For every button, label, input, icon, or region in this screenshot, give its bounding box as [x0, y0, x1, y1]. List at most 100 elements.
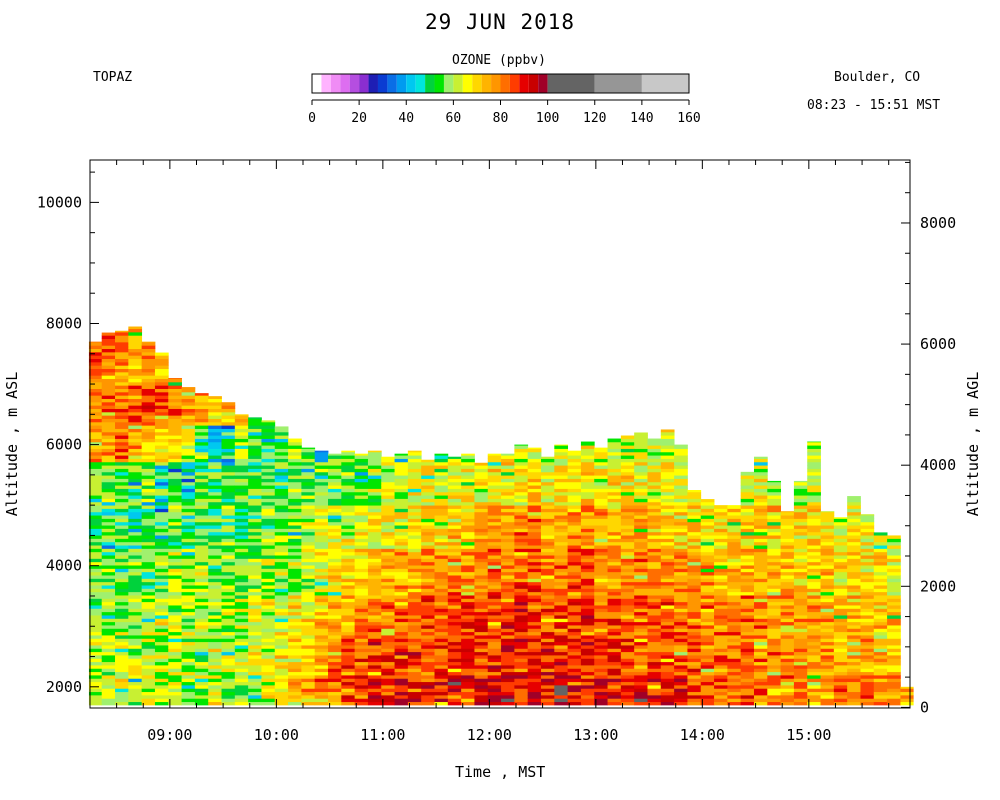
ozone-cell: [367, 631, 382, 636]
ozone-cell: [594, 651, 608, 656]
ozone-cell: [887, 681, 901, 686]
ozone-cell: [674, 631, 688, 636]
ozone-cell: [514, 465, 529, 469]
ozone-cell: [328, 461, 342, 466]
ozone-cell: [674, 638, 688, 643]
ozone-cell: [807, 605, 821, 609]
ozone-cell: [887, 538, 901, 543]
ozone-cell: [554, 661, 569, 666]
ozone-cell: [474, 491, 489, 496]
ozone-cell: [421, 588, 435, 593]
ozone-cell: [248, 601, 262, 606]
ozone-cell: [461, 671, 475, 676]
ozone-cell: [407, 541, 422, 546]
ozone-cell: [687, 555, 702, 559]
ozone-cell: [221, 618, 236, 623]
ozone-cell: [434, 571, 449, 576]
ozone-cell: [301, 471, 316, 476]
ozone-cell: [367, 698, 382, 703]
ozone-cell: [341, 491, 356, 496]
ozone-cell: [381, 521, 395, 526]
ozone-cell: [88, 385, 103, 389]
ozone-cell: [434, 521, 449, 526]
ozone-cell: [194, 421, 209, 426]
ozone-cell: [181, 398, 196, 403]
ozone-heatmap: [88, 326, 914, 706]
ozone-cell: [474, 638, 489, 643]
ozone-cell: [314, 601, 329, 606]
ozone-cell: [421, 591, 435, 596]
ozone-cell: [461, 541, 475, 546]
ozone-cell: [208, 528, 222, 533]
ozone-cell: [740, 471, 755, 476]
ozone-cell: [354, 595, 369, 599]
ozone-cell: [407, 635, 422, 639]
ozone-cell: [154, 385, 169, 389]
ozone-cell: [274, 531, 289, 536]
ozone-cell: [248, 621, 262, 626]
ozone-cell: [660, 565, 675, 569]
ozone-cell: [554, 535, 569, 539]
ozone-cell: [154, 531, 169, 536]
ozone-cell: [620, 551, 635, 556]
colorbar-tick-label: 120: [583, 111, 606, 126]
ozone-cell: [847, 561, 861, 566]
ozone-cell: [208, 678, 222, 683]
ozone-cell: [141, 601, 156, 606]
ozone-cell: [860, 515, 875, 519]
ozone-cell: [248, 681, 262, 686]
ozone-cell: [154, 601, 169, 606]
ozone-cell: [381, 675, 395, 679]
ozone-cell: [847, 628, 861, 633]
ozone-cell: [647, 645, 662, 649]
ozone-cell: [793, 501, 808, 506]
ozone-cell: [461, 538, 475, 543]
ozone-cell: [807, 508, 821, 513]
ozone-cell: [234, 585, 249, 589]
ozone-cell: [607, 491, 622, 496]
ozone-cell: [381, 625, 395, 629]
ozone-cell: [288, 568, 302, 573]
ozone-cell: [354, 655, 369, 659]
ozone-cell: [687, 621, 702, 626]
colorbar-segment: [472, 74, 482, 93]
ozone-cell: [860, 691, 875, 696]
ozone-cell: [487, 511, 502, 516]
ozone-cell: [620, 585, 635, 589]
ozone-cell: [341, 658, 356, 663]
ozone-cell: [168, 471, 182, 476]
ozone-cell: [115, 415, 129, 419]
ozone-cell: [833, 551, 848, 556]
ozone-cell: [141, 411, 156, 416]
ozone-cell: [101, 538, 116, 543]
ozone-cell: [234, 515, 249, 519]
ozone-cell: [168, 694, 182, 699]
ozone-cell: [88, 465, 103, 469]
ozone-cell: [541, 545, 555, 549]
ozone-cell: [221, 675, 236, 679]
ozone-cell: [128, 528, 143, 533]
ozone-cell: [740, 561, 755, 566]
ozone-cell: [434, 538, 449, 543]
ozone-cell: [833, 675, 848, 679]
ozone-cell: [807, 448, 821, 453]
ozone-cell: [261, 638, 276, 643]
ozone-cell: [860, 514, 875, 516]
ozone-cell: [753, 585, 768, 589]
ozone-cell: [714, 595, 728, 599]
ozone-cell: [115, 635, 129, 639]
ozone-cell: [501, 671, 515, 676]
ozone-cell: [647, 528, 662, 533]
ozone-cell: [793, 661, 808, 666]
ozone-cell: [367, 461, 382, 466]
ozone-cell: [434, 691, 449, 696]
ozone-cell: [620, 568, 635, 573]
ozone-cell: [128, 641, 143, 646]
ozone-cell: [740, 605, 755, 609]
ozone-cell: [461, 575, 475, 579]
ozone-cell: [141, 478, 156, 483]
colorbar-segment: [500, 74, 510, 93]
ozone-cell: [248, 591, 262, 596]
ozone-cell: [115, 551, 129, 556]
ozone-cell: [208, 675, 222, 679]
